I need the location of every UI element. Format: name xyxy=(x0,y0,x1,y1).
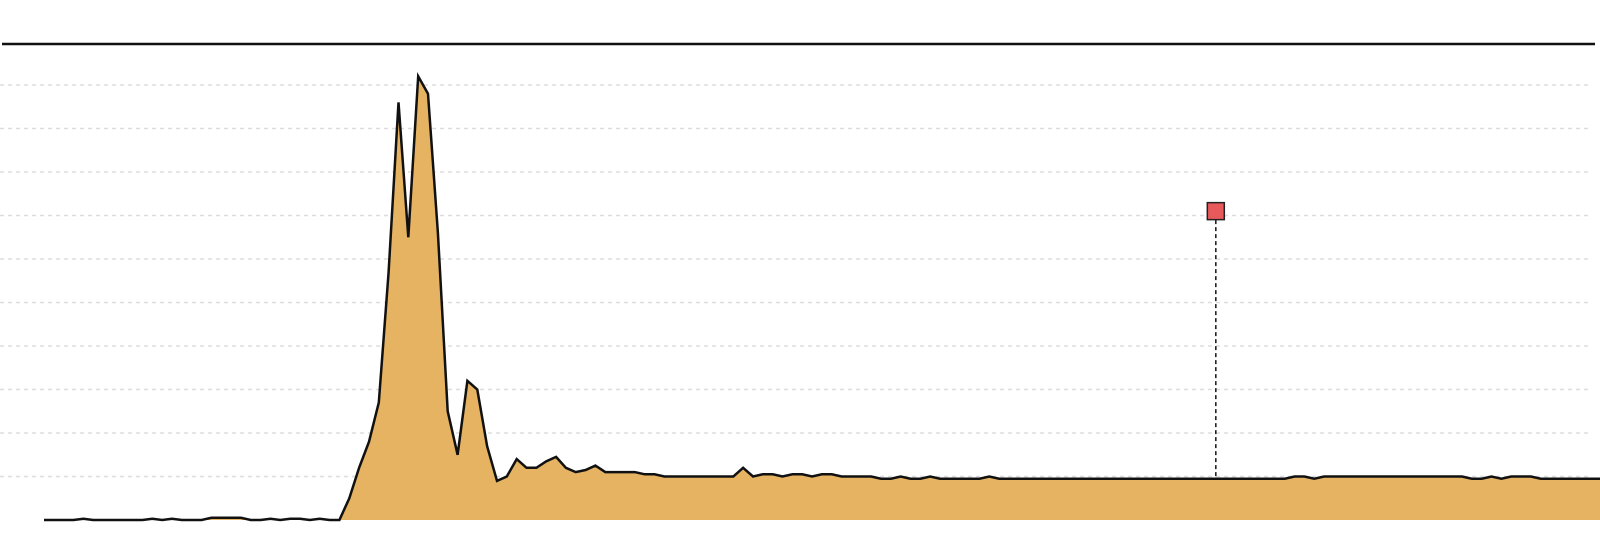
grid-lines xyxy=(0,84,1590,478)
markers-group xyxy=(1206,201,1226,479)
marker-square xyxy=(1206,201,1226,221)
series-area xyxy=(44,76,1600,520)
series-line xyxy=(44,71,1600,522)
series-group xyxy=(44,71,1600,522)
